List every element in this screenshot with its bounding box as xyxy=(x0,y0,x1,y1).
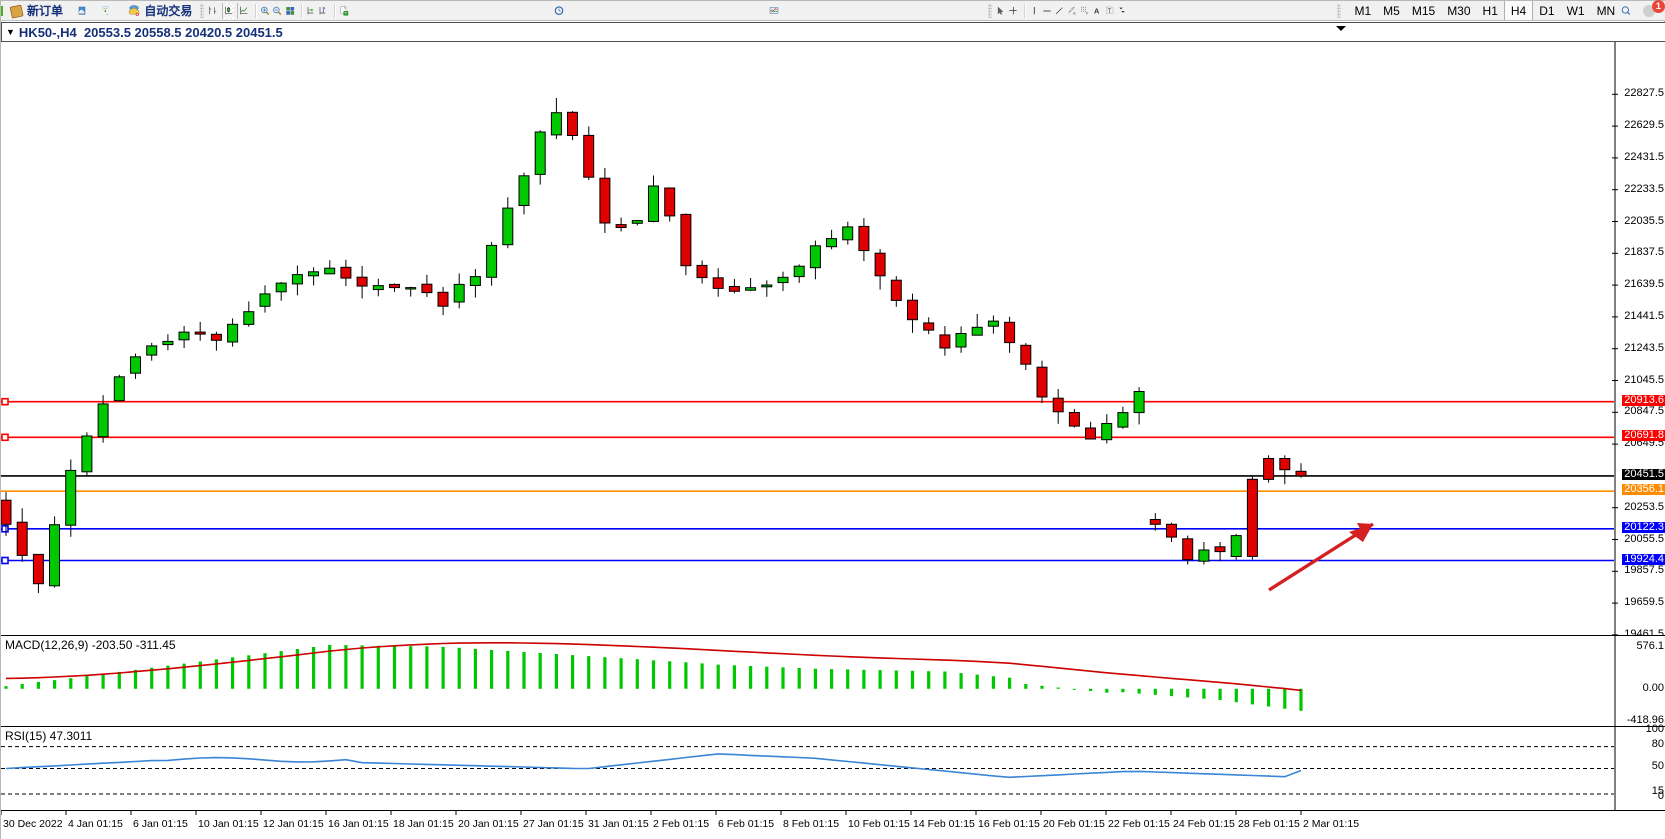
svg-text:E: E xyxy=(1073,11,1076,15)
svg-text:F: F xyxy=(1086,11,1089,15)
svg-text:A: A xyxy=(1094,6,1100,15)
svg-text:T: T xyxy=(1108,9,1112,15)
